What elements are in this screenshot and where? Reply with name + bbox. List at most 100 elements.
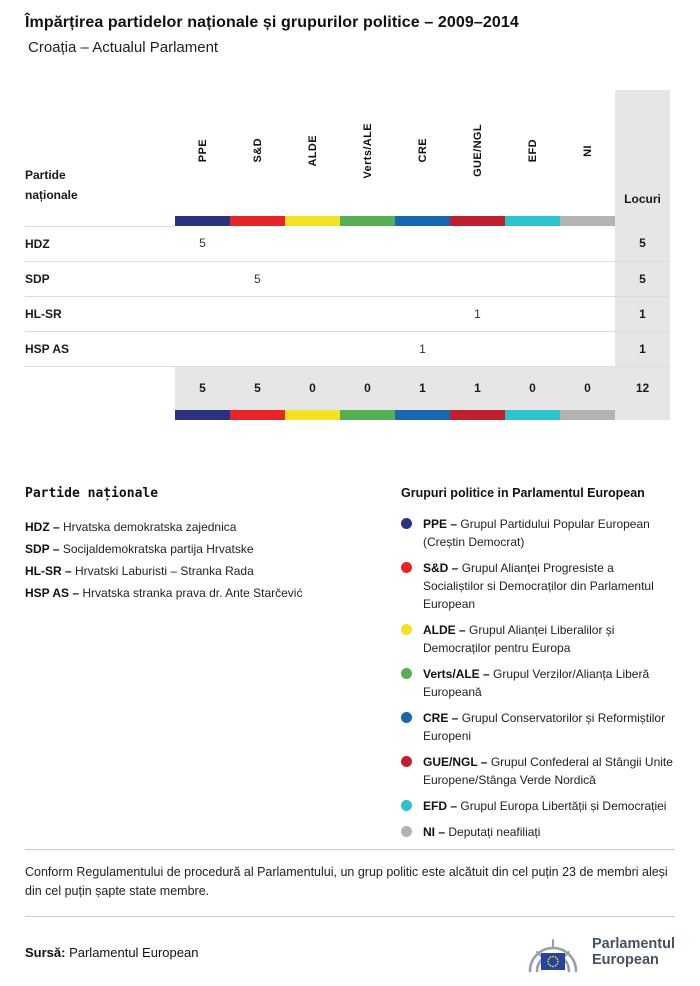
source-row: Sursă: Parlamentul European	[25, 931, 675, 975]
alde-color-bar	[285, 410, 340, 420]
total-cell: 5	[175, 366, 230, 410]
spacer-cell	[25, 366, 175, 410]
group-legend-item: NI – Deputați neafiliați	[401, 823, 675, 841]
seat-cell: 5	[175, 226, 230, 262]
efd-color-dot	[401, 800, 412, 811]
table-row: HL-SR 1 1	[25, 296, 670, 332]
ppe-color-dot	[401, 518, 412, 529]
divider	[25, 915, 675, 917]
seat-cell: 5	[230, 261, 285, 297]
sd-color-dot	[401, 562, 412, 573]
column-header-alde: ALDE	[306, 134, 319, 167]
seat-cell	[450, 226, 505, 262]
table-header-row: Partide naționale PPE S&D ALDE Verts/ALE…	[25, 90, 670, 216]
seat-distribution-table: Partide naționale PPE S&D ALDE Verts/ALE…	[25, 90, 670, 420]
seat-cell	[340, 331, 395, 367]
cre-color-bar	[395, 216, 450, 226]
sd-color-bar	[230, 410, 285, 420]
totals-row: 5 5 0 0 1 1 0 0 12	[25, 366, 670, 410]
total-cell: 0	[285, 366, 340, 410]
column-header-ppe: PPE	[196, 138, 209, 163]
party-name: HL-SR	[25, 296, 175, 332]
seat-cell	[230, 226, 285, 262]
group-legend-item: GUE/NGL – Grupul Confederal al Stângii U…	[401, 753, 675, 789]
party-name: HDZ	[25, 226, 175, 262]
ppe-color-bar	[175, 410, 230, 420]
seat-cell	[505, 296, 560, 332]
group-legend-item: S&D – Grupul Alianței Progresiste a Soci…	[401, 559, 675, 613]
seat-cell: 1	[450, 296, 505, 332]
group-legend-item: ALDE – Grupul Alianței Liberalilor și De…	[401, 621, 675, 657]
sd-color-bar	[230, 216, 285, 226]
legend-section: Partide naționale HDZ – Hrvatska demokra…	[25, 486, 675, 849]
table-row: HSP AS 1 1	[25, 331, 670, 367]
gue-ngl-color-bar	[450, 410, 505, 420]
seat-cell	[395, 261, 450, 297]
party-legend-item: HL-SR – Hrvatski Laburisti – Stranka Rad…	[25, 564, 254, 578]
seat-cell	[505, 331, 560, 367]
seat-cell	[230, 296, 285, 332]
seats-total-cell: 1	[615, 296, 670, 332]
seat-cell	[285, 331, 340, 367]
total-cell: 5	[230, 366, 285, 410]
cre-color-bar	[395, 410, 450, 420]
column-header-gue-ngl: GUE/NGL	[471, 124, 484, 177]
seats-column-fill	[615, 216, 670, 226]
group-legend-item: CRE – Grupul Conservatorilor și Reformiș…	[401, 709, 675, 745]
divider	[25, 849, 675, 850]
verts-ale-color-bar	[340, 216, 395, 226]
spacer-cell	[25, 216, 175, 227]
seat-cell	[340, 261, 395, 297]
logo-wordmark: Parlamentul European	[592, 935, 675, 968]
party-name: SDP	[25, 261, 175, 297]
efd-color-bar	[505, 410, 560, 420]
ppe-color-bar	[175, 216, 230, 226]
seat-cell	[450, 261, 505, 297]
groups-legend-heading: Grupuri politice in Parlamentul European	[401, 486, 645, 500]
seat-cell	[285, 296, 340, 332]
verts-ale-color-dot	[401, 668, 412, 679]
spacer-cell	[25, 410, 175, 420]
political-groups-legend: Grupuri politice in Parlamentul European…	[401, 486, 675, 849]
group-color-bar-row	[25, 216, 670, 227]
seat-cell	[175, 261, 230, 297]
seats-total-cell: 5	[615, 226, 670, 262]
page-subtitle: Croația – Actualul Parlament	[28, 39, 219, 56]
seats-total-cell: 5	[615, 261, 670, 297]
party-legend-item: HSP AS – Hrvatska stranka prava dr. Ante…	[25, 586, 303, 600]
alde-color-dot	[401, 624, 412, 635]
total-cell: 1	[450, 366, 505, 410]
european-parliament-hemicycle-icon	[528, 938, 578, 973]
seat-cell	[340, 296, 395, 332]
seat-cell	[285, 226, 340, 262]
column-header-efd: EFD	[526, 138, 539, 163]
footnote-text: Conform Regulamentului de procedură al P…	[25, 865, 668, 899]
row-header-cell: Partide naționale	[25, 90, 175, 216]
seat-cell	[505, 226, 560, 262]
row-header-label: Partide naționale	[25, 168, 78, 203]
european-parliament-logo: Parlamentul European	[524, 931, 675, 975]
parties-legend-heading: Partide naționale	[25, 486, 159, 501]
group-legend-item: EFD – Grupul Europa Libertății și Democr…	[401, 797, 675, 815]
seat-cell	[175, 296, 230, 332]
gue-ngl-color-dot	[401, 756, 412, 767]
total-cell: 0	[505, 366, 560, 410]
seat-cell	[285, 261, 340, 297]
party-legend-item: SDP – Socijaldemokratska partija Hrvatsk…	[25, 542, 254, 556]
ni-color-bar	[560, 410, 615, 420]
national-parties-legend: Partide naționale HDZ – Hrvatska demokra…	[25, 486, 375, 849]
table-row: HDZ 5 5	[25, 226, 670, 262]
group-color-bar-row-bottom	[25, 410, 670, 420]
seat-cell	[560, 226, 615, 262]
page-title: Împărțirea partidelor naționale și grupu…	[25, 14, 519, 31]
seat-cell	[560, 331, 615, 367]
seat-cell	[450, 331, 505, 367]
seat-cell	[505, 261, 560, 297]
seat-cell	[395, 226, 450, 262]
seat-cell: 1	[395, 331, 450, 367]
seat-cell	[340, 226, 395, 262]
ni-color-bar	[560, 216, 615, 226]
table-row: SDP 5 5	[25, 261, 670, 297]
seat-cell	[395, 296, 450, 332]
group-legend-item: Verts/ALE – Grupul Verzilor/Alianța Libe…	[401, 665, 675, 701]
